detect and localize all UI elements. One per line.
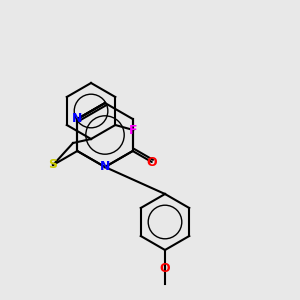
Text: N: N <box>72 112 83 125</box>
Text: F: F <box>129 124 137 136</box>
Text: O: O <box>146 155 157 169</box>
Text: N: N <box>100 160 110 173</box>
Text: O: O <box>160 262 170 275</box>
Text: S: S <box>49 158 58 172</box>
